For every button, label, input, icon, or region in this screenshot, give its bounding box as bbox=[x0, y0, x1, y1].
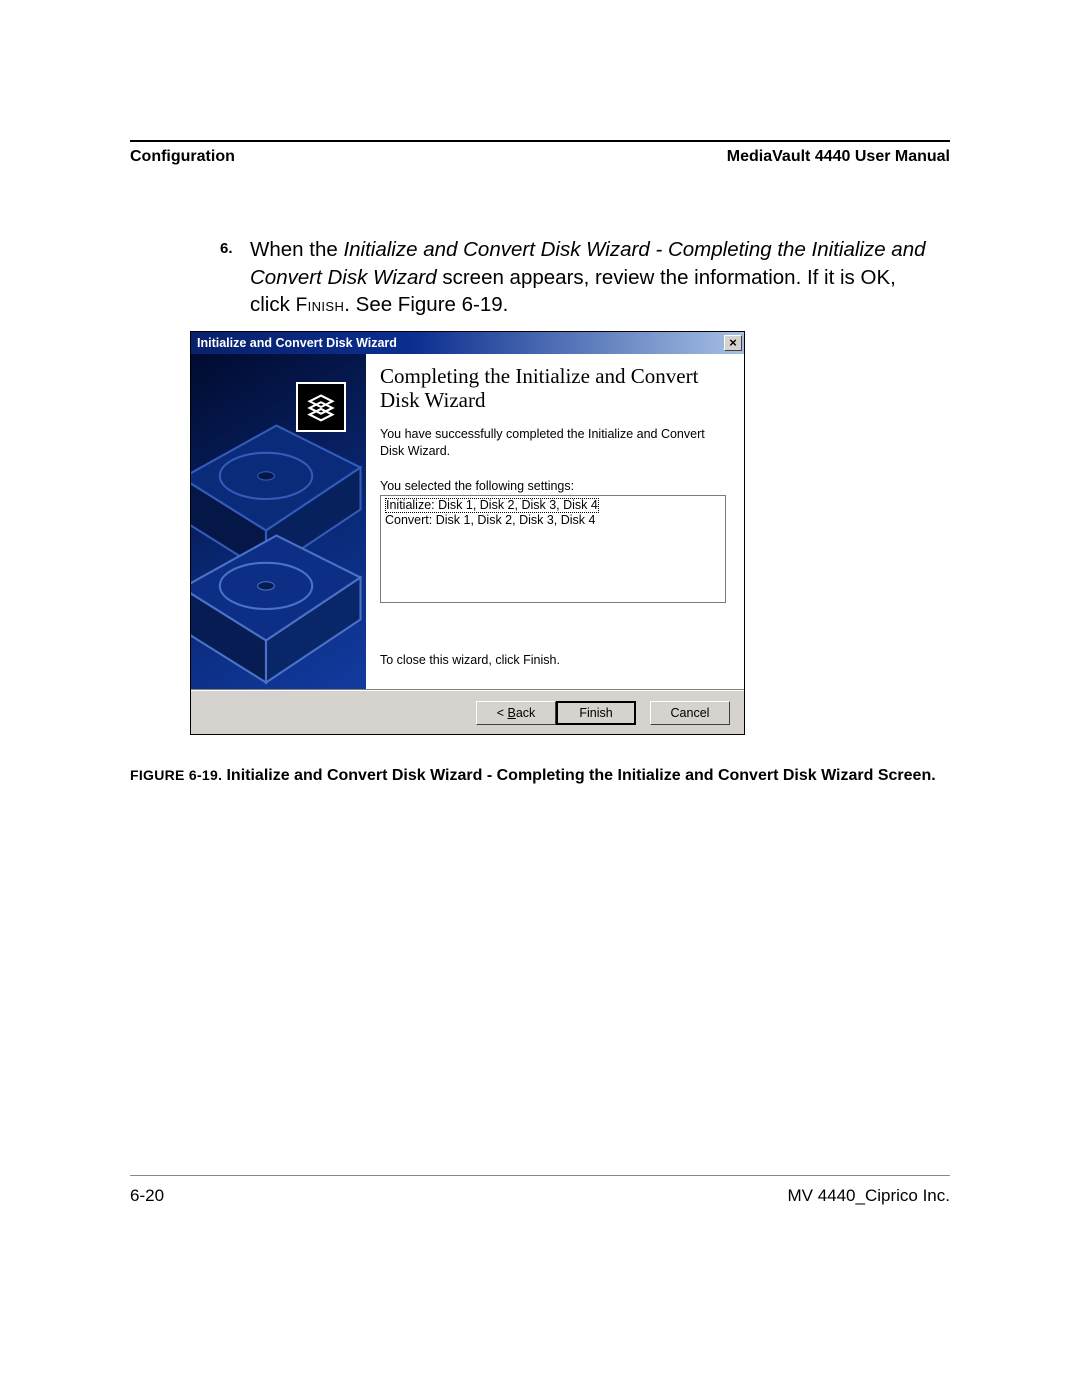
wizard-dialog: Initialize and Convert Disk Wizard × bbox=[190, 331, 745, 735]
page-content: Configuration MediaVault 4440 User Manua… bbox=[130, 140, 950, 787]
settings-label: You selected the following settings: bbox=[380, 479, 726, 493]
page-footer: 6-20 MV 4440_Ciprico Inc. bbox=[130, 1175, 950, 1206]
wizard-close-text: To close this wizard, click Finish. bbox=[380, 653, 726, 667]
settings-row-initialize[interactable]: Initialize: Disk 1, Disk 2, Disk 3, Disk… bbox=[385, 498, 599, 514]
wizard-right-panel: Completing the Initialize and Convert Di… bbox=[366, 354, 744, 689]
wizard-body: Completing the Initialize and Convert Di… bbox=[191, 354, 744, 689]
header-rule bbox=[130, 140, 950, 142]
step-6: 6. When the Initialize and Convert Disk … bbox=[220, 236, 940, 319]
close-button[interactable]: × bbox=[724, 335, 742, 351]
settings-row-convert[interactable]: Convert: Disk 1, Disk 2, Disk 3, Disk 4 bbox=[385, 513, 595, 527]
page-header: Configuration MediaVault 4440 User Manua… bbox=[130, 148, 950, 166]
footer-rule bbox=[130, 1175, 950, 1176]
settings-listbox[interactable]: Initialize: Disk 1, Disk 2, Disk 3, Disk… bbox=[380, 495, 726, 603]
header-left: Configuration bbox=[130, 148, 235, 166]
wizard-heading: Completing the Initialize and Convert Di… bbox=[380, 364, 726, 412]
finish-button[interactable]: Finish bbox=[556, 701, 636, 725]
header-right: MediaVault 4440 User Manual bbox=[727, 148, 950, 166]
figure-number: FIGURE 6-19. bbox=[130, 767, 226, 783]
step-text: When the Initialize and Convert Disk Wiz… bbox=[250, 236, 940, 319]
wizard-success-text: You have successfully completed the Init… bbox=[380, 426, 726, 459]
figure-caption: FIGURE 6-19. Initialize and Convert Disk… bbox=[130, 765, 950, 787]
wizard-button-row: < Back Finish Cancel bbox=[191, 691, 744, 734]
footer-right: MV 4440_Ciprico Inc. bbox=[787, 1186, 950, 1206]
disk-stack-icon bbox=[296, 382, 346, 432]
figure-text: Initialize and Convert Disk Wizard - Com… bbox=[226, 767, 935, 784]
cancel-button[interactable]: Cancel bbox=[650, 701, 730, 725]
footer-left: 6-20 bbox=[130, 1186, 164, 1206]
finish-smallcaps: Finish bbox=[296, 295, 345, 316]
wizard-titlebar[interactable]: Initialize and Convert Disk Wizard × bbox=[191, 332, 744, 354]
wizard-title: Initialize and Convert Disk Wizard bbox=[197, 336, 397, 350]
wizard-left-panel bbox=[191, 354, 366, 689]
step-number: 6. bbox=[220, 236, 250, 319]
back-button[interactable]: < Back bbox=[476, 701, 556, 725]
